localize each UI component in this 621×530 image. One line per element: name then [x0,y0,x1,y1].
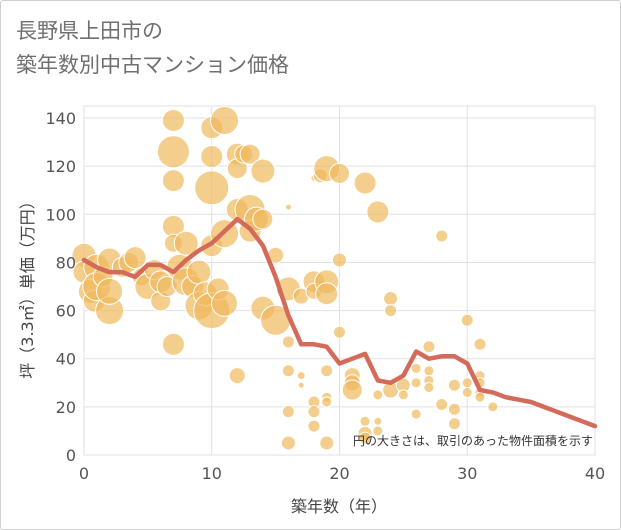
data-bubble [307,419,321,433]
axis-ticks: 0 20 40 60 80 100 120 140 0 10 20 30 40 [45,109,605,483]
data-bubble [410,362,422,374]
size-note: 円の大きさは、取引のあった物件面積を示す [353,433,593,448]
data-bubble [96,277,124,305]
data-bubble [200,145,224,169]
data-bubble [297,381,305,389]
data-bubble [359,415,371,427]
x-tick-label: 10 [202,464,222,483]
data-bubble [373,416,383,426]
data-bubble [353,171,377,195]
data-bubble [447,402,461,416]
y-tick-label: 80 [56,253,76,272]
y-tick-label: 40 [56,350,76,369]
data-bubble [410,377,422,389]
data-bubble [211,289,239,317]
data-bubble [461,386,473,398]
data-bubble [384,304,398,318]
data-bubble [383,291,399,307]
data-bubble [156,135,190,169]
y-tick-label: 140 [45,109,76,128]
data-bubble [423,382,435,394]
data-bubble [447,417,461,431]
data-bubble [161,332,185,356]
data-bubble [422,340,436,354]
data-bubble [252,208,274,230]
data-bubble [280,435,296,451]
x-tick-label: 30 [457,464,477,483]
data-bubble [161,169,185,193]
data-bubble [461,377,473,389]
data-bubble [329,162,350,184]
data-bubble [341,379,363,401]
data-bubble [358,431,372,445]
data-bubble [423,365,435,377]
data-bubble [250,158,276,184]
data-bubble [372,389,384,401]
x-tick-label: 0 [79,464,89,483]
data-bubble [372,425,384,437]
data-bubble [435,229,449,243]
data-bubble [366,200,390,224]
data-bubble [296,371,306,381]
y-tick-label: 100 [45,205,76,224]
average-price-line [81,216,598,429]
bubble-series [71,105,499,451]
y-tick-label: 60 [56,302,76,321]
data-bubble [210,105,240,135]
data-bubble [307,405,321,419]
data-bubble [435,397,449,411]
data-bubble [194,170,230,206]
data-bubble [228,367,246,385]
data-bubble [487,401,499,413]
data-bubble [332,252,347,268]
x-axis-title: 築年数（年） [291,497,387,516]
chart-title-line1: 長野県上田市の [16,19,163,43]
data-bubble [161,108,185,132]
data-bubble [460,313,474,327]
chart-title-line2: 築年数別中古マンション価格 [16,53,289,77]
data-bubble [239,143,261,165]
data-bubble [315,282,339,306]
data-bubble [447,378,461,392]
data-bubble [321,396,333,408]
data-bubble [473,337,487,351]
chart-title: 長野県上田市の 築年数別中古マンション価格 [16,14,289,82]
y-axis-title: 坪（3.3㎡）単価（万円） [18,193,37,378]
data-bubble [474,391,486,403]
data-bubble [320,364,334,378]
data-bubble [281,364,295,378]
data-bubble [123,246,147,270]
data-bubble [284,203,292,211]
trend-line-series [81,216,598,429]
y-tick-label: 0 [66,446,76,465]
data-bubble [397,389,409,401]
y-tick-label: 20 [56,398,76,417]
x-tick-label: 40 [585,464,605,483]
data-bubble [319,435,335,451]
data-bubble [281,335,295,349]
data-bubble [281,405,295,419]
data-bubble [173,230,199,256]
data-bubble [186,259,212,285]
x-tick-label: 20 [329,464,349,483]
data-bubble [410,408,422,420]
data-bubble [333,325,346,339]
y-tick-label: 120 [45,157,76,176]
